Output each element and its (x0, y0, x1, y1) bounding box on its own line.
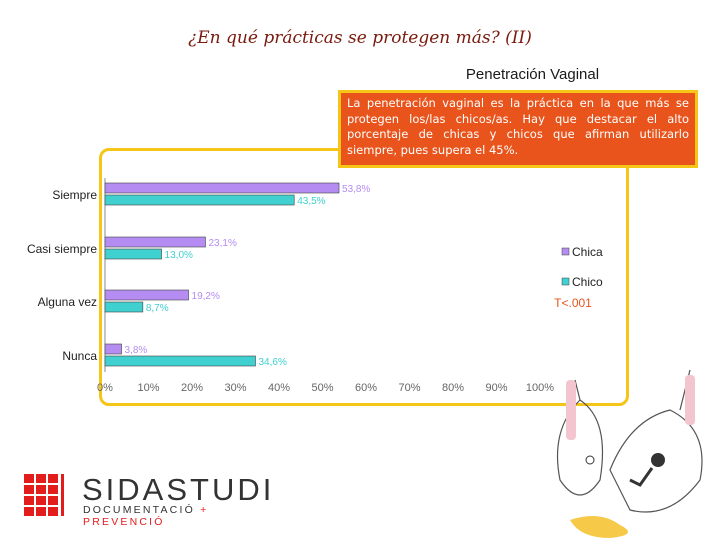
data-label: 13,0% (165, 250, 193, 261)
bar-chica (104, 236, 206, 248)
x-tick-label: 50% (311, 382, 333, 394)
data-label: 53,8% (342, 184, 370, 195)
x-tick-label: 60% (355, 382, 377, 394)
bar-chico (104, 301, 144, 313)
data-label: 19,2% (192, 291, 220, 302)
data-label: 3,8% (125, 345, 148, 356)
slide-title: ¿En qué prácticas se protegen más? (II) (188, 28, 532, 48)
x-tick-label: 40% (268, 382, 290, 394)
category-label: Alguna vez (38, 295, 97, 309)
category-label: Casi siempre (27, 242, 97, 256)
sidastudi-logo: SIDASTUDI DOCUMENTACIÓ + PREVENCIÓ (20, 470, 280, 528)
data-label: 23,1% (208, 238, 236, 249)
bar-chica (104, 182, 340, 194)
x-tick-label: 80% (442, 382, 464, 394)
decorative-illustration (557, 369, 703, 538)
legend-swatch (561, 277, 570, 286)
logo-brand-bold: SIDA (82, 472, 167, 507)
logo-tagline-left: DOCUMENTACIÓ (83, 504, 201, 516)
logo-tagline: DOCUMENTACIÓ + PREVENCIÓ (83, 504, 280, 528)
legend-label: Chico (572, 275, 603, 289)
x-tick-label: 0% (97, 382, 113, 394)
bar-chica (104, 289, 189, 301)
logo-mark-icon (24, 474, 64, 516)
x-tick-label: 70% (398, 382, 420, 394)
explanation-note: La penetración vaginal es la práctica en… (338, 90, 698, 168)
legend-swatch (561, 247, 570, 256)
chart-title: Penetración Vaginal (465, 66, 600, 83)
logo-brand-rest: STUDI (166, 472, 275, 507)
data-label: 8,7% (146, 303, 169, 314)
logo-brand: SIDASTUDI (82, 472, 274, 508)
x-tick-label: 100% (526, 382, 554, 394)
data-label: 34,6% (259, 357, 287, 368)
x-tick-label: 30% (224, 382, 246, 394)
significance-annotation: T<.001 (554, 296, 592, 310)
bar-chica (104, 343, 122, 355)
legend-label: Chica (572, 245, 603, 259)
x-tick-label: 20% (181, 382, 203, 394)
bar-chico (104, 248, 162, 260)
category-label: Siempre (52, 188, 97, 202)
x-tick-label: 90% (485, 382, 507, 394)
bar-chico (104, 355, 256, 367)
bar-chico (104, 194, 295, 206)
x-tick-label: 10% (137, 382, 159, 394)
logo-tagline-right: + PREVENCIÓ (83, 504, 209, 528)
data-label: 43,5% (297, 196, 325, 207)
category-label: Nunca (62, 349, 97, 363)
